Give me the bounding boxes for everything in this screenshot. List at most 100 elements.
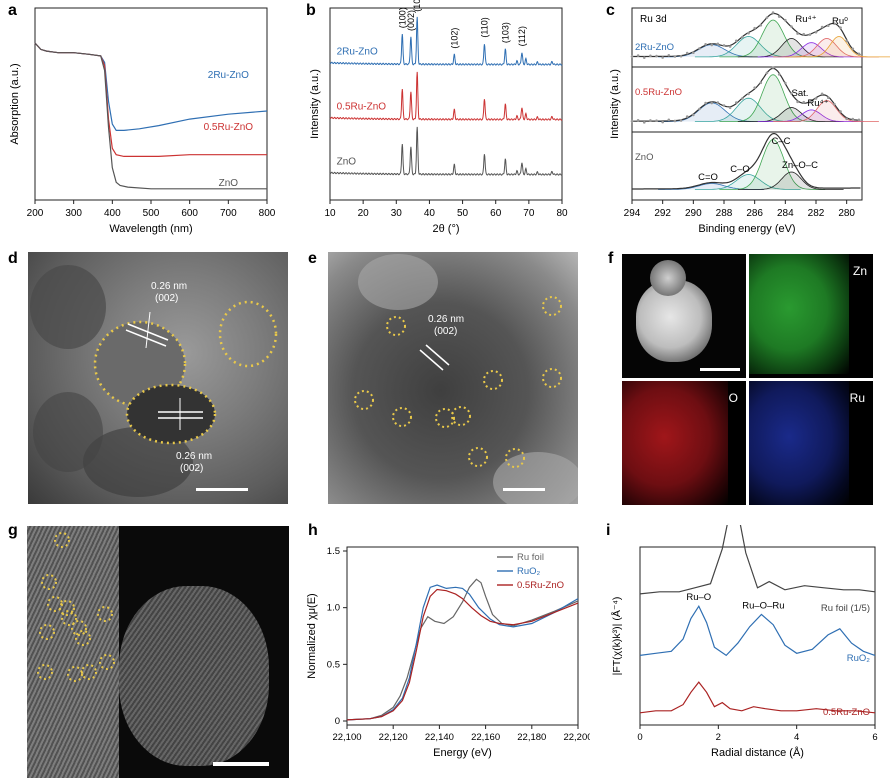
peak-label: C–C (771, 136, 790, 147)
series-label: 0.5Ru-ZnO (337, 102, 387, 113)
series-label: 2Ru-ZnO (208, 70, 249, 81)
chart-h: 22,100 22,120 22,140 22,160 22,180 22,200 0 0.5… (306, 546, 590, 759)
data-point (698, 47, 701, 50)
peak-label: C=O (698, 172, 718, 183)
fit-component (737, 107, 844, 122)
ru-cluster-outline (218, 300, 278, 368)
legend-label: 0.5Ru-ZnO (517, 580, 564, 591)
peak-label: Zn–O–C (782, 160, 818, 171)
data-point (649, 54, 652, 58)
x-axis-label: Energy (eV) (433, 747, 492, 759)
data-point (655, 54, 658, 58)
data-point (673, 119, 677, 123)
plot-frame (631, 7, 863, 201)
lattice-plane-label: (002) (180, 463, 203, 474)
data-point (685, 115, 689, 118)
panel-label-h: h (308, 522, 318, 539)
x-tick-label: 20 (358, 208, 370, 219)
x-tick-label: 22,160 (471, 732, 500, 743)
data-point (771, 66, 775, 69)
data-point (673, 55, 677, 58)
crystal-region-left (27, 526, 119, 778)
data-point (845, 117, 848, 121)
y-tick-label: 0.5 (327, 659, 340, 670)
series-line (34, 42, 267, 157)
scale-bar (503, 488, 545, 491)
particle-shadow (33, 392, 103, 472)
chart-b: 10 20 30 40 50 60 70 80 2θ (°) Intensity (a.u.) 2R… (309, 0, 568, 235)
fit-component (719, 139, 826, 190)
data-point (642, 56, 646, 59)
data-point (679, 119, 683, 122)
data-point (845, 39, 848, 43)
peak-label: (002) (406, 10, 416, 31)
eds-map-o: O (622, 381, 746, 505)
x-tick-label: 30 (391, 208, 403, 219)
series-label: Ru foil (1/5) (821, 603, 870, 614)
series-label: ZnO (337, 157, 357, 168)
series-line (34, 42, 268, 131)
single-atom-markers (354, 296, 562, 468)
x-tick-label: 200 (27, 208, 44, 219)
data-point (784, 81, 787, 85)
x-tick-label: 4 (794, 732, 799, 743)
data-point (722, 44, 726, 47)
data-point (839, 110, 842, 113)
data-point (698, 107, 701, 111)
peak-label: (100) (397, 7, 407, 28)
stem-image-g (27, 526, 289, 778)
x-tick-label: 294 (624, 208, 641, 219)
lattice-arrow (145, 311, 151, 349)
data-point (777, 15, 781, 18)
data-point (734, 39, 738, 43)
fit-component (737, 38, 844, 58)
peak-label: Ru⁴⁺ (807, 98, 828, 109)
eds-zn-signal (749, 254, 849, 374)
plot-frame (346, 546, 579, 726)
y-axis-label: Intensity (a.u.) (309, 69, 321, 139)
x-tick-label: 600 (181, 208, 198, 219)
lattice-plane-label: (002) (434, 326, 457, 337)
scale-bar (196, 488, 248, 491)
fit-component (694, 174, 801, 190)
data-point (777, 73, 781, 76)
panel-label-c: c (606, 2, 615, 19)
y-axis-label: Absorption (a.u.) (9, 63, 21, 144)
series-line (346, 584, 579, 721)
data-point (661, 56, 664, 59)
series-line (346, 578, 579, 721)
x-tick-label: 22,140 (425, 732, 454, 743)
fit-component (719, 74, 826, 122)
stem-g-overlay (37, 532, 269, 766)
data-point (857, 118, 861, 122)
chart-c: 294 292 290 288 286 284 282 280 Binding energy (… (609, 7, 890, 235)
data-point (753, 86, 756, 89)
data-point (765, 16, 769, 19)
x-tick-label: 0 (637, 732, 642, 743)
series-label: 0.5Ru-ZnO (635, 87, 682, 98)
data-point (642, 121, 646, 124)
data-point (820, 92, 824, 96)
data-point (753, 26, 756, 30)
nanoparticle-bright (650, 260, 686, 296)
series-label: ZnO (219, 178, 239, 189)
x-axis-label: Radial distance (Å) (711, 746, 804, 759)
x-tick-label: 22,180 (517, 732, 546, 743)
particle-shadow (30, 265, 106, 349)
support-region (358, 254, 438, 310)
peak-label: (112) (517, 26, 527, 46)
x-tick-label: 400 (104, 208, 121, 219)
x-tick-label: 284 (777, 208, 794, 219)
scale-bar (213, 762, 269, 766)
eds-ru-signal (749, 381, 849, 505)
data-point (692, 113, 695, 117)
chart-a: 200 300 400 500 600 700 800 Wavelength (nm) Abso… (9, 7, 276, 235)
data-point (692, 51, 695, 54)
x-tick-label: 10 (324, 208, 336, 219)
fit-component (773, 100, 879, 122)
peak-label: (110) (479, 17, 489, 37)
series-label: 0.5Ru-ZnO (204, 122, 254, 133)
peak-label: C–O (730, 164, 750, 175)
plot-frame (329, 7, 563, 201)
lattice-line (125, 329, 167, 347)
